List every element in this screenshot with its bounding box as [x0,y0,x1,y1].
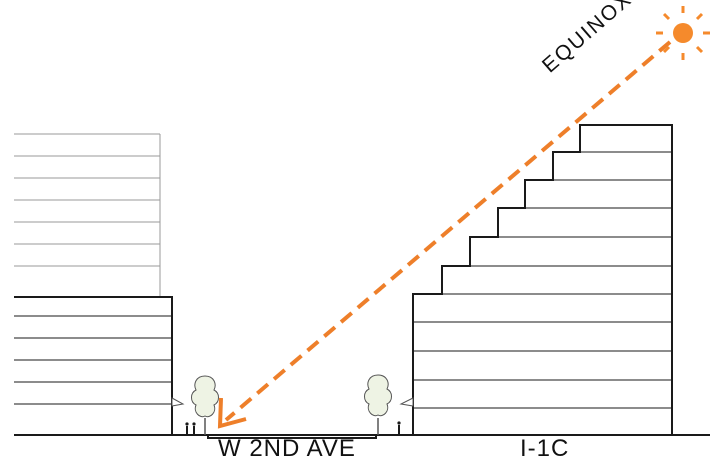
awning-icon [399,397,414,407]
sun-icon [656,6,710,60]
sun-ray [224,40,672,422]
street-label: W 2ND AVE [218,435,356,462]
sun-ray-arrowhead [217,397,247,429]
pedestrian-icon [397,421,401,434]
tree-icon [364,374,392,435]
right-building [412,124,673,435]
left-building-lower [14,296,173,435]
left-building-upper [14,133,161,297]
zone-label: I-1C [520,435,570,462]
tree-icon [191,375,219,435]
road-curbs [207,434,377,439]
pedestrian-icon [185,422,196,434]
awning-icon [171,397,185,407]
